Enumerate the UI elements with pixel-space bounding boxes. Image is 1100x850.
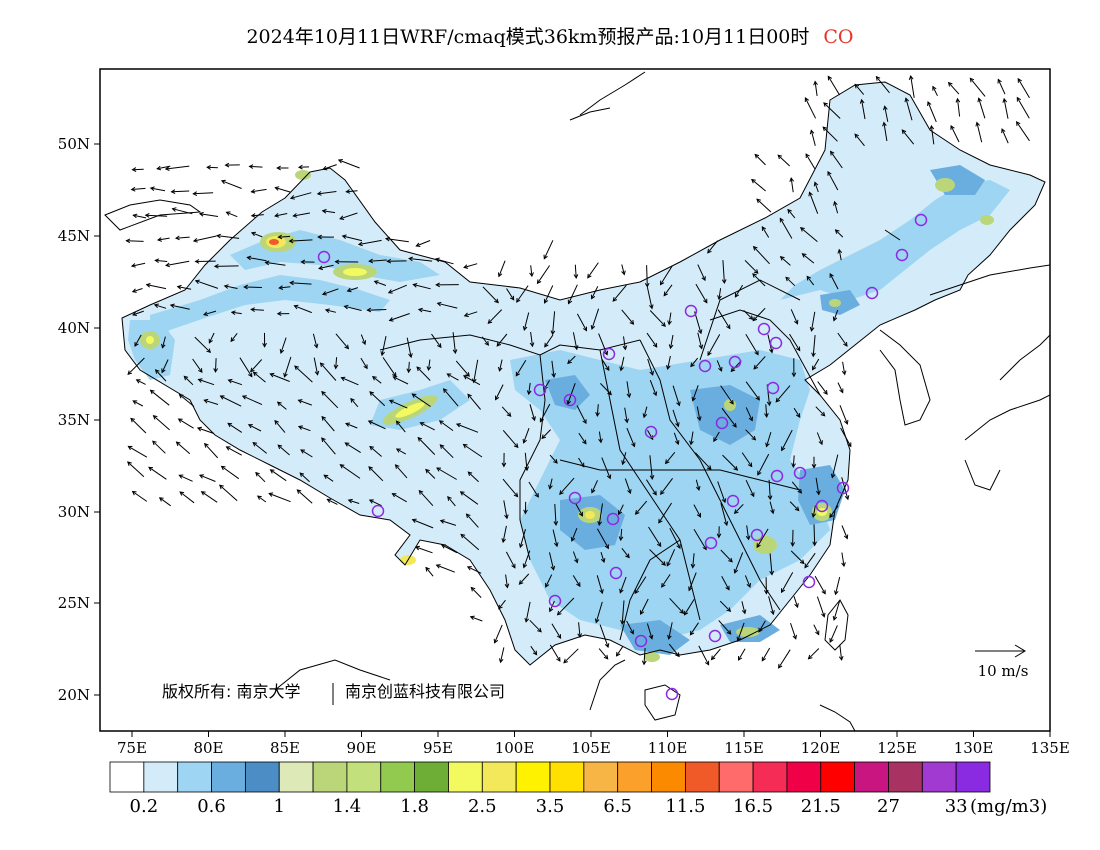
hotspots bbox=[140, 170, 994, 662]
colorbar-swatch bbox=[244, 761, 280, 793]
wind-reference-label: 10 m/s bbox=[978, 662, 1029, 680]
wind-reference: 10 m/s bbox=[975, 644, 1029, 680]
colorbar-swatch bbox=[752, 761, 788, 793]
lon-label: 110E bbox=[648, 739, 688, 757]
colorbar-swatch bbox=[820, 761, 856, 793]
lon-label: 90E bbox=[346, 739, 376, 757]
colorbar-swatch bbox=[109, 761, 145, 793]
colorbar-label: 21.5 bbox=[801, 796, 841, 817]
lat-label: 45N bbox=[58, 227, 90, 245]
colorbar-swatch bbox=[549, 761, 585, 793]
colorbar-swatch bbox=[955, 761, 991, 793]
lat-label: 30N bbox=[58, 503, 90, 521]
species-label: CO bbox=[823, 26, 854, 48]
lon-label: 120E bbox=[801, 739, 841, 757]
lon-label: 115E bbox=[724, 739, 764, 757]
colorbar-label: 0.2 bbox=[130, 796, 159, 817]
colorbar-swatch bbox=[346, 761, 382, 793]
lat-label: 50N bbox=[58, 135, 90, 153]
colorbar-swatch bbox=[278, 761, 314, 793]
colorbar-swatch bbox=[143, 761, 179, 793]
colorbar-swatch bbox=[515, 761, 551, 793]
wind-vectors bbox=[125, 74, 1030, 669]
colorbar-label: 0.6 bbox=[197, 796, 226, 817]
lat-label: 40N bbox=[58, 319, 90, 337]
colorbar-swatch bbox=[786, 761, 822, 793]
colorbar-swatch bbox=[414, 761, 449, 793]
lon-label: 105E bbox=[571, 739, 611, 757]
colorbar: 0.2 0.6 1 1.4 1.8 2.5 3.5 6.5 11.5 16.5 21.5 27 33 bbox=[109, 761, 991, 817]
colorbar-label: 16.5 bbox=[733, 796, 773, 817]
latitude-labels: 50N 45N 40N 35N 30N 25N 20N bbox=[58, 135, 100, 704]
lon-label: 75E bbox=[117, 739, 147, 757]
station-markers bbox=[317, 213, 928, 701]
copyright: 版权所有: 南京大学 南京创蓝科技有限公司 bbox=[162, 682, 505, 705]
colorbar-unit: (mg/m3) bbox=[970, 796, 1047, 817]
lon-label: 130E bbox=[954, 739, 994, 757]
colorbar-swatch bbox=[718, 761, 754, 793]
longitude-labels: 75E 80E 85E 90E 95E 100E 105E 110E 115E 120E 125E 1… bbox=[117, 731, 1070, 757]
colorbar-swatch bbox=[684, 761, 720, 793]
title-text: 2024年10月11日WRF/cmaq模式36km预报产品:10月11日00时 bbox=[246, 26, 810, 48]
lat-label: 20N bbox=[58, 686, 90, 704]
colorbar-swatch bbox=[651, 761, 686, 793]
colorbar-swatch bbox=[312, 761, 348, 793]
copyright-owner: 版权所有: 南京大学 bbox=[162, 682, 300, 701]
colorbar-label: 2.5 bbox=[468, 796, 497, 817]
colorbar-label: 3.5 bbox=[536, 796, 565, 817]
colorbar-swatch bbox=[481, 761, 517, 793]
lon-label: 100E bbox=[495, 739, 535, 757]
colorbar-swatch bbox=[888, 761, 923, 793]
lon-label: 135E bbox=[1030, 739, 1070, 757]
colorbar-label: 6.5 bbox=[603, 796, 632, 817]
colorbar-swatch bbox=[448, 761, 483, 793]
colorbar-swatch bbox=[583, 761, 619, 793]
colorbar-swatch bbox=[617, 761, 652, 793]
boundary-lines bbox=[104, 71, 1050, 731]
colorbar-label: 1.8 bbox=[400, 796, 429, 817]
lon-label: 125E bbox=[877, 739, 917, 757]
map-content bbox=[104, 71, 1050, 731]
colorbar-label: 33 bbox=[945, 796, 968, 817]
colorbar-label: 1 bbox=[274, 796, 285, 817]
lat-label: 25N bbox=[58, 594, 90, 612]
lat-label: 35N bbox=[58, 411, 90, 429]
colorbar-label: 27 bbox=[877, 796, 900, 817]
colorbar-swatch bbox=[211, 761, 246, 793]
colorbar-swatch bbox=[177, 761, 212, 793]
lon-label: 95E bbox=[423, 739, 453, 757]
colorbar-swatch bbox=[380, 761, 416, 793]
colorbar-swatch bbox=[921, 761, 957, 793]
copyright-company: 南京创蓝科技有限公司 bbox=[345, 682, 505, 701]
colorbar-label: 11.5 bbox=[665, 796, 705, 817]
lon-label: 85E bbox=[270, 739, 300, 757]
lon-label: 80E bbox=[193, 739, 223, 757]
colorbar-swatch bbox=[854, 761, 889, 793]
colorbar-label: 1.4 bbox=[333, 796, 362, 817]
map-title: 2024年10月11日WRF/cmaq模式36km预报产品:10月11日00时 C… bbox=[0, 22, 1100, 49]
